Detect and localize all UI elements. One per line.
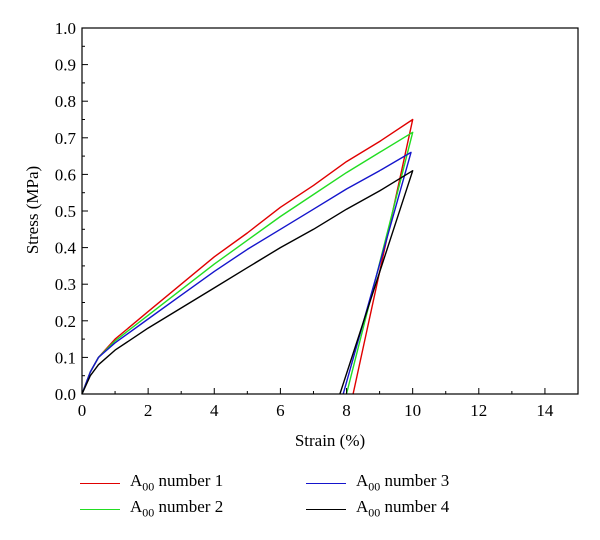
legend-label-2: A00 number 2 — [130, 497, 224, 520]
legend-label-3: A00 number 3 — [356, 471, 450, 494]
legend-label-4: A00 number 4 — [356, 497, 450, 520]
y-tick-label: 0.5 — [55, 202, 76, 221]
legend-swatch-2 — [80, 508, 120, 510]
legend-item-3: A00 number 3 — [306, 471, 450, 494]
legend-swatch-3 — [306, 482, 346, 484]
y-tick-label: 0.8 — [55, 92, 76, 111]
y-tick-label: 0.0 — [55, 385, 76, 404]
y-tick-label: 1.0 — [55, 19, 76, 38]
y-tick-label: 0.7 — [55, 129, 77, 148]
y-tick-label: 0.4 — [55, 239, 77, 258]
y-axis-label: Stress (MPa) — [23, 166, 42, 254]
y-tick-label: 0.2 — [55, 312, 76, 331]
x-tick-label: 8 — [342, 401, 351, 420]
series-line-1 — [81, 118, 414, 395]
x-tick-label: 14 — [536, 401, 554, 420]
x-tick-label: 0 — [78, 401, 87, 420]
legend-label-1: A00 number 1 — [130, 471, 224, 494]
x-axis-label: Strain (%) — [295, 431, 365, 450]
legend-swatch-1 — [80, 482, 120, 484]
y-tick-label: 0.3 — [55, 275, 76, 294]
x-tick-label: 10 — [404, 401, 421, 420]
series-line-4 — [81, 169, 414, 395]
plot-area: 0 2 4 6 8 10 12 14 0.0 0.1 0.2 0.3 0.4 0.5 0.6 0.7 0.8 0.… — [55, 19, 579, 420]
y-tick-label: 0.9 — [55, 56, 76, 75]
legend-item-1: A00 number 1 — [80, 471, 224, 494]
legend-swatch-4 — [306, 508, 346, 510]
y-tick-label: 0.1 — [55, 348, 76, 367]
y-tick-label: 0.6 — [55, 165, 76, 184]
legend-item-4: A00 number 4 — [306, 497, 450, 520]
x-tick-label: 12 — [470, 401, 487, 420]
legend: A00 number 1 A00 number 2 A00 number 3 A… — [80, 470, 540, 530]
plot-frame — [81, 27, 579, 395]
legend-item-2: A00 number 2 — [80, 497, 224, 520]
x-tick-label: 2 — [144, 401, 153, 420]
series-line-2 — [81, 131, 414, 395]
x-tick-label: 6 — [276, 401, 285, 420]
series-line-3 — [81, 151, 412, 395]
x-tick-label: 4 — [210, 401, 219, 420]
